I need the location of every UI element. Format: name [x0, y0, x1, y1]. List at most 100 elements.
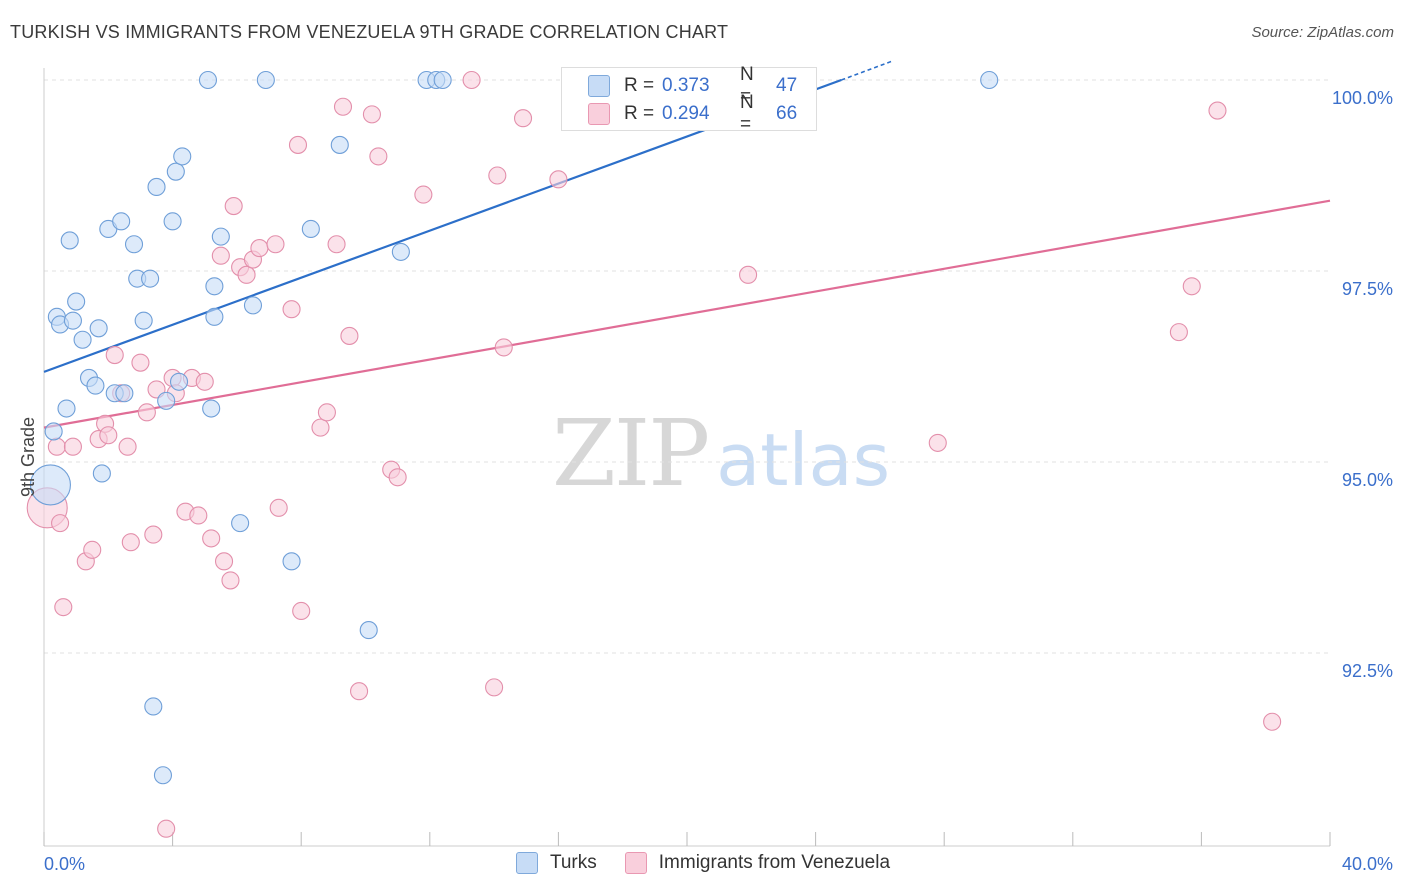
y-tick-label: 95.0% [1342, 470, 1393, 490]
r-value: 0.294 [662, 103, 710, 124]
turks-point [29, 464, 71, 506]
turks-trend-extension [841, 60, 894, 81]
turks-point [169, 372, 189, 391]
turks-point [359, 621, 378, 640]
y-axis-title: 9th Grade [18, 417, 38, 497]
legend-label-turks: Turks [549, 852, 597, 873]
venezuela-swatch [588, 103, 610, 125]
turks-point [433, 70, 452, 90]
turks-point [57, 399, 76, 418]
turks-point [67, 292, 86, 311]
venezuela-point [237, 265, 256, 284]
legend-item-turks[interactable]: Turks [515, 852, 597, 874]
turks-point [198, 70, 218, 90]
n-value: 47 [776, 75, 798, 96]
turks-point [205, 307, 224, 326]
y-tick-label: 97.5% [1342, 279, 1393, 299]
venezuela-point [292, 601, 311, 621]
turks-point [92, 464, 111, 483]
turks-point [141, 269, 160, 288]
n-value: 66 [776, 103, 798, 124]
venezuela-point [350, 682, 369, 701]
turks-point [134, 311, 153, 330]
chart-title: TURKISH VS IMMIGRANTS FROM VENEZUELA 9TH… [10, 22, 729, 42]
venezuela-point [157, 819, 176, 838]
turks-points [29, 70, 999, 785]
r-label: R = [624, 75, 655, 96]
turks-point [205, 277, 224, 296]
n-label: N = [740, 92, 754, 135]
venezuela-point [739, 265, 758, 284]
venezuela-point [340, 326, 359, 345]
stats-row-turks: R = 0.373 N = 47 [562, 64, 798, 107]
watermark-atlas: atlas [716, 418, 891, 502]
turks-point [86, 376, 105, 395]
turks-point [124, 235, 144, 254]
axes [43, 68, 1331, 847]
venezuela-point [311, 418, 330, 437]
turks-point [243, 296, 263, 315]
turks-point [301, 219, 320, 239]
x-tick-label-min: 0.0% [44, 854, 85, 874]
stats-row-venezuela: R = 0.294 N = 66 [562, 92, 798, 135]
zipatlas-watermark: ZIP atlas [552, 400, 890, 507]
venezuela-point [266, 235, 285, 254]
y-tick-label: 92.5% [1342, 661, 1393, 681]
venezuela-points [26, 70, 1282, 838]
venezuela-point [211, 246, 230, 265]
turks-point [144, 697, 163, 716]
venezuela-point [513, 109, 533, 128]
turks-point [147, 177, 166, 197]
legend-label-venezuela: Immigrants from Venezuela [658, 852, 891, 873]
turks-point [330, 135, 349, 154]
venezuela-point [214, 552, 234, 571]
venezuela-point [250, 239, 269, 258]
turks-point [211, 227, 230, 246]
turks-legend-swatch [515, 852, 538, 874]
venezuela-point [195, 372, 214, 391]
turks-point [44, 422, 63, 441]
venezuela-point [327, 235, 346, 254]
turks-point [163, 212, 182, 231]
turks-point [89, 319, 108, 338]
turks-point [157, 391, 176, 410]
turks-point [112, 212, 131, 231]
venezuela-point [1263, 712, 1282, 731]
venezuela-trend-line [43, 199, 1331, 429]
venezuela-point [362, 105, 381, 124]
venezuela-legend-swatch [624, 852, 647, 874]
turks-point [282, 552, 301, 571]
stats-legend: R = 0.373 N = 47 R = 0.294 N = 66 [561, 64, 817, 135]
venezuela-point [928, 433, 947, 452]
venezuela-point [288, 135, 308, 154]
turks-point [73, 330, 92, 349]
series-legend: Turks Immigrants from Venezuela [0, 852, 1406, 874]
venezuela-point [221, 571, 240, 590]
turks-point [202, 399, 221, 418]
venezuela-point [137, 403, 156, 422]
venezuela-point [131, 353, 150, 372]
venezuela-point [83, 540, 102, 559]
venezuela-point [369, 147, 388, 166]
venezuela-point [388, 468, 407, 487]
turks-point [173, 147, 192, 166]
turks-point [391, 242, 410, 261]
n-label: N = [740, 64, 754, 107]
venezuela-point [121, 533, 140, 552]
y-tick-label: 100.0% [1332, 88, 1393, 108]
turks-point [153, 766, 173, 785]
venezuela-point [54, 598, 73, 617]
venezuela-point [224, 197, 243, 216]
venezuela-point [282, 300, 301, 319]
turks-point [166, 162, 185, 181]
turks-point [60, 231, 79, 250]
venezuela-point [1182, 277, 1201, 296]
axis-labels: 92.5% 95.0% 97.5% 100.0% 0.0% 40.0% 9th Grade [18, 88, 1393, 874]
venezuela-point [118, 437, 137, 456]
legend-item-venezuela[interactable]: Immigrants from Venezuela [624, 852, 891, 874]
turks-point [256, 70, 275, 90]
venezuela-point [317, 403, 336, 422]
venezuela-point [144, 525, 163, 544]
turks-point [63, 311, 82, 330]
